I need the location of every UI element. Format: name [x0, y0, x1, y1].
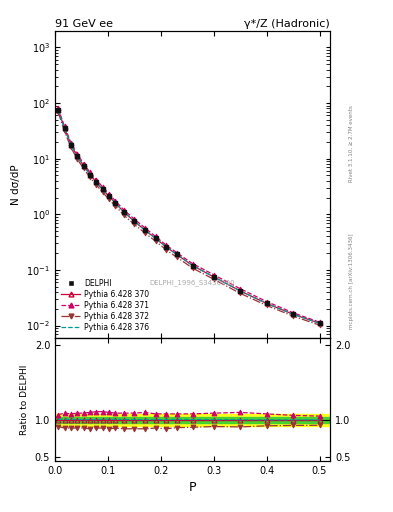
Bar	[55, 414, 330, 426]
Bar	[55, 417, 330, 423]
Legend: DELPHI, Pythia 6.428 370, Pythia 6.428 371, Pythia 6.428 372, Pythia 6.428 376: DELPHI, Pythia 6.428 370, Pythia 6.428 3…	[59, 277, 151, 334]
Text: 91 GeV ee: 91 GeV ee	[55, 18, 113, 29]
Text: Rivet 3.1.10, ≥ 2.7M events: Rivet 3.1.10, ≥ 2.7M events	[349, 105, 354, 182]
X-axis label: P: P	[189, 481, 196, 494]
Y-axis label: Ratio to DELPHI: Ratio to DELPHI	[20, 364, 29, 435]
Text: DELPHI_1996_S3430090: DELPHI_1996_S3430090	[150, 279, 235, 286]
Y-axis label: N dσ/dP: N dσ/dP	[11, 164, 21, 205]
Text: mcplots.cern.ch [arXiv:1306.3436]: mcplots.cern.ch [arXiv:1306.3436]	[349, 234, 354, 329]
Text: γ*/Z (Hadronic): γ*/Z (Hadronic)	[244, 18, 330, 29]
